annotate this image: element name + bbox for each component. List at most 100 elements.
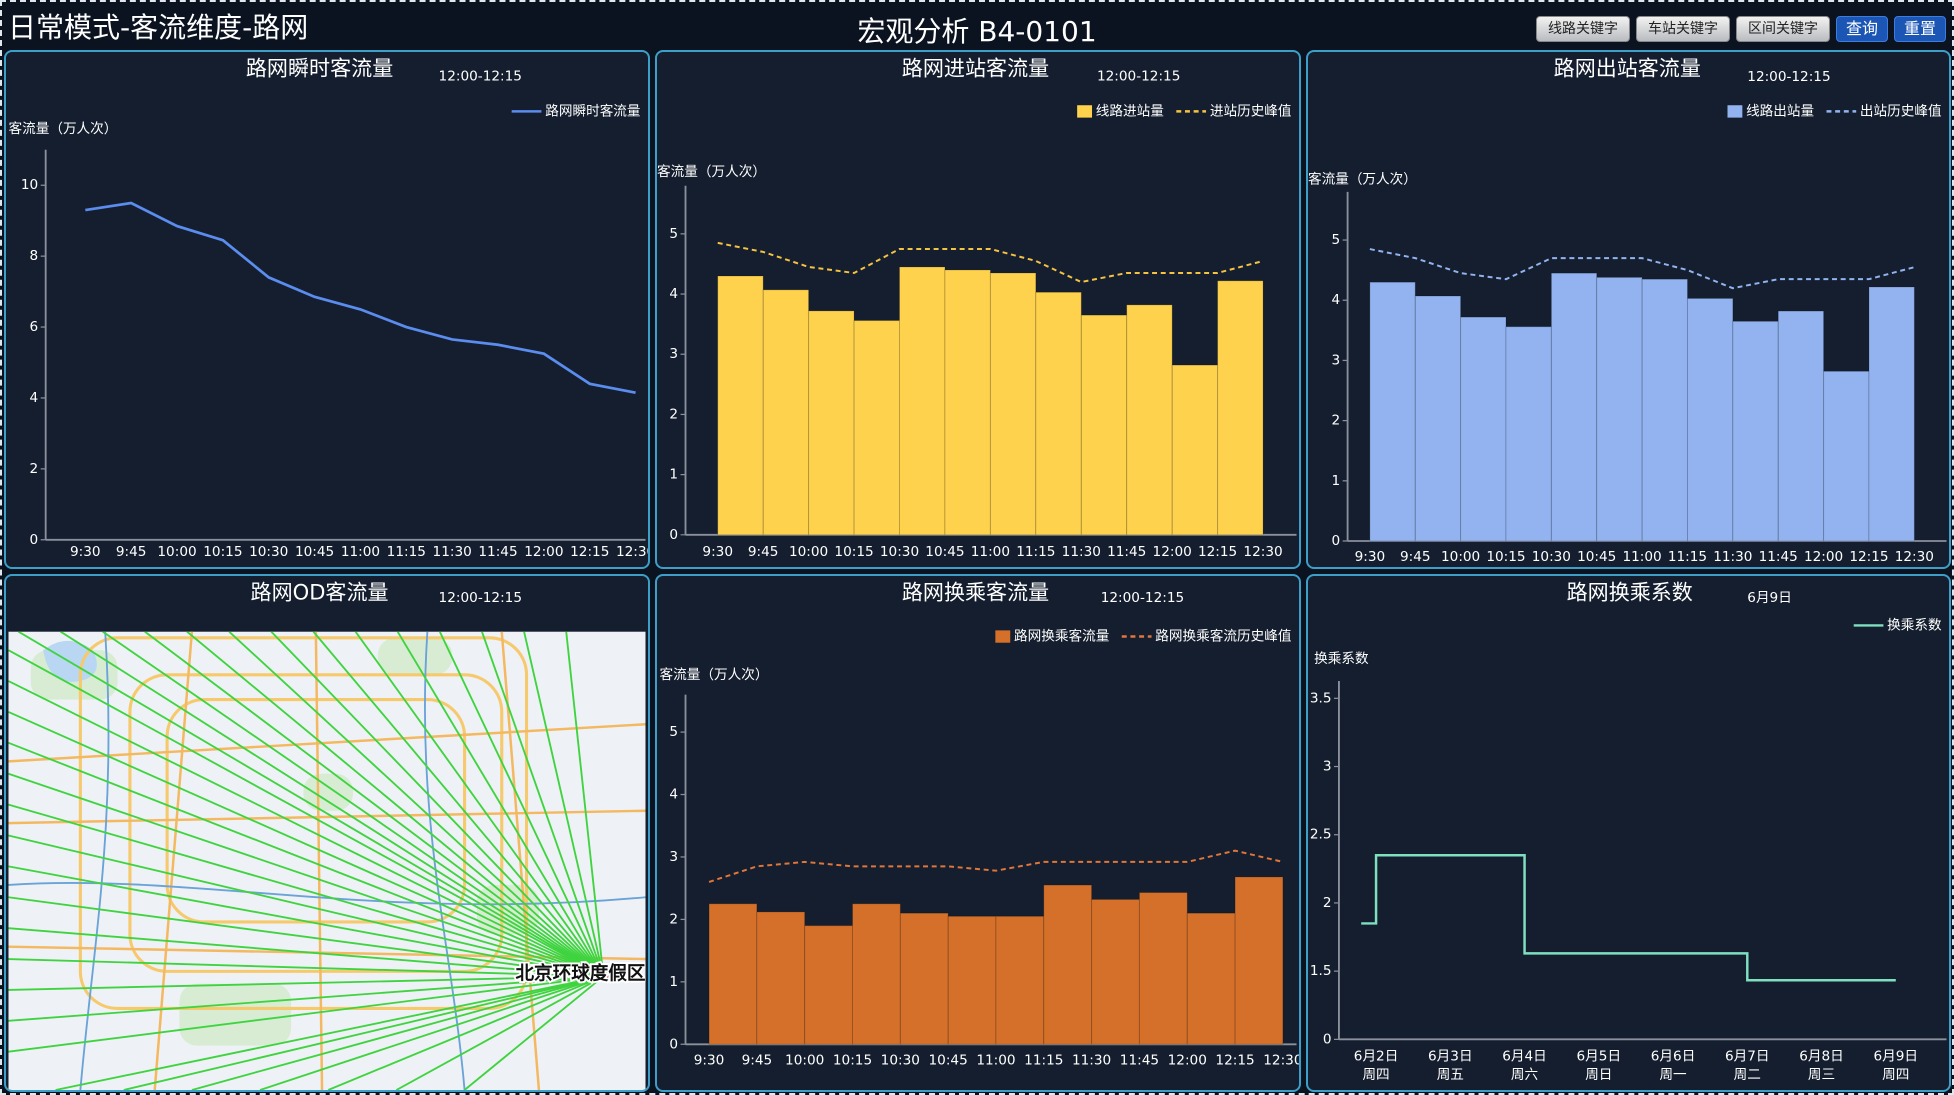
bar [1868, 286, 1915, 542]
x-tick-label: 10:45 [925, 544, 964, 560]
od-line [8, 803, 604, 978]
x-tick-label: 12:15 [1198, 544, 1237, 560]
metro-line [79, 631, 110, 1090]
bar [989, 272, 1037, 536]
x-tick-label: 12:30 [1243, 544, 1282, 560]
x-tick-label: 11:15 [1668, 549, 1707, 565]
button[interactable]: 车站关键字 [1635, 16, 1730, 42]
x-tick-label: 6月5日 [1577, 1049, 1622, 1065]
y-tick-label: 3 [669, 346, 678, 362]
od-line [60, 631, 604, 978]
x-tick-label: 6月4日 [1502, 1049, 1547, 1065]
od-line [565, 631, 605, 977]
x-tick-label: 10:30 [880, 544, 919, 560]
x-tick-label: 11:30 [1062, 544, 1101, 560]
panel-title: 路网OD客流量 [251, 579, 389, 604]
od-line [8, 649, 604, 978]
button[interactable]: 重置 [1893, 16, 1946, 42]
panel: 路网出站客流量 12:00-12:15 客流量（万人次） 0 1 2 3 4 5 9:30 9:45… [1306, 50, 1951, 569]
od-line [8, 975, 604, 1022]
panel-subtitle: 12:00-12:15 [1101, 590, 1184, 606]
od-line [8, 834, 604, 978]
button[interactable]: 区间关键字 [1735, 16, 1830, 42]
y-tick-label: 1.5 [1310, 963, 1332, 979]
x-tick-label: 11:00 [341, 544, 380, 560]
panel-title: 路网出站客流量 [1554, 55, 1701, 80]
bar [1138, 892, 1188, 1045]
bar [1686, 297, 1734, 542]
od-line [463, 975, 604, 1090]
od-line [186, 631, 604, 978]
bar [1035, 291, 1082, 536]
toolbar: 线路关键字 车站关键字 区间关键字 查询 重置 [1535, 16, 1946, 42]
x-tick-label: 12:15 [1849, 549, 1888, 565]
x-tick-label: 11:30 [1072, 1052, 1111, 1068]
map-panel: 路网OD客流量 12:00-12:15 北京环球度假区 [8, 579, 646, 1090]
map-label: 北京环球度假区 [515, 962, 645, 984]
y-axis-label: 客流量（万人次） [1308, 171, 1417, 188]
bar [1171, 364, 1219, 536]
button[interactable]: 查询 [1835, 16, 1888, 42]
x-tick-label: 9:30 [694, 1052, 725, 1068]
od-line [438, 631, 605, 977]
bar [1414, 295, 1462, 542]
button[interactable]: 线路关键字 [1535, 16, 1630, 42]
od-line [395, 975, 604, 1090]
bar [756, 911, 806, 1045]
road [8, 809, 646, 825]
x-tick-label: 9:30 [702, 544, 733, 560]
chart: 路网换乘系数 6月9日换乘系数01.522.533.56月2日周四6月3日周五6月… [1310, 579, 1947, 1083]
od-line [312, 631, 605, 977]
od-line [259, 975, 604, 1090]
x-tick-label: 10:15 [834, 544, 873, 560]
y-tick-label: 10 [21, 177, 38, 193]
chart: 路网瞬时客流量 12:00-12:15 客流量（万人次） 0 2 4 6 8 10 9:30 9:4… [8, 55, 648, 560]
y-tick-label: 4 [30, 390, 39, 406]
bar [899, 912, 949, 1045]
x-tick-label: 12:00 [1153, 544, 1192, 560]
od-line [55, 975, 604, 1090]
bar [717, 275, 764, 536]
od-line [191, 975, 604, 1090]
od-line [354, 631, 605, 977]
x-tick-label: 11:45 [1759, 549, 1798, 565]
bar [1505, 326, 1552, 542]
panel-title: 路网换乘系数 [1567, 579, 1693, 604]
x-tick-sublabel: 周六 [1511, 1067, 1538, 1083]
od-line [327, 975, 604, 1090]
y-tick-label: 1 [669, 974, 678, 990]
y-tick-label: 8 [30, 248, 39, 264]
legend-swatch [995, 630, 1011, 643]
x-tick-label: 12:30 [616, 544, 648, 560]
bar [947, 915, 997, 1045]
y-tick-label: 0 [30, 532, 39, 548]
map: 北京环球度假区 [8, 631, 646, 1090]
panel-subtitle: 12:00-12:15 [439, 590, 522, 606]
legend-swatch [1077, 105, 1093, 118]
y-axis-label: 客流量（万人次） [657, 163, 766, 180]
y-tick-label: 5 [669, 226, 678, 242]
x-tick-label: 11:15 [1024, 1052, 1063, 1068]
step-line [1361, 854, 1896, 982]
y-tick-label: 3 [1323, 759, 1332, 775]
od-line [270, 631, 605, 977]
od-line [228, 631, 605, 978]
od-line [102, 631, 604, 978]
bar [708, 903, 758, 1045]
x-tick-label: 11:45 [1120, 1052, 1159, 1068]
x-tick-label: 12:00 [1804, 549, 1843, 565]
chart: 路网进站客流量 12:00-12:15 客流量（万人次） 0 1 2 3 4 5 9:30 9:45… [657, 55, 1297, 560]
bar [1217, 280, 1264, 536]
od-line [17, 631, 604, 978]
panel: 路网瞬时客流量 12:00-12:15 客流量（万人次） 0 2 4 6 8 10 9:30 9:4… [4, 50, 650, 569]
x-tick-label: 10:15 [1486, 549, 1525, 565]
y-tick-label: 3 [1332, 352, 1341, 368]
od-line [8, 772, 604, 978]
x-tick-label: 10:00 [157, 544, 196, 560]
bar [1369, 281, 1416, 542]
bar [853, 320, 901, 536]
legend-label: 线路出站量 [1746, 103, 1814, 119]
peak-line [708, 849, 1284, 883]
y-tick-label: 2.5 [1310, 827, 1332, 843]
